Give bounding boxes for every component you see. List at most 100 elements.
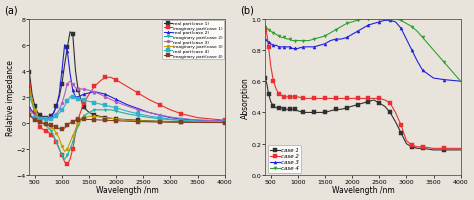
imaginary part(case 3) [70, 135, 76, 137]
imaginary part(case 1) [32, 112, 37, 114]
real part(case 2) [124, 104, 130, 106]
case 1 [409, 146, 415, 148]
imaginary part(case 2) [67, 148, 73, 150]
case 4 [317, 37, 322, 39]
real part(case 4) [54, 115, 59, 117]
imaginary part(case 2) [62, 158, 67, 161]
case 2 [382, 99, 388, 102]
real part(case 2) [46, 117, 51, 120]
case 1 [279, 107, 284, 109]
case 2 [290, 96, 295, 99]
Line: imaginary part(case 4): imaginary part(case 4) [28, 114, 226, 131]
real part(case 1) [46, 117, 51, 119]
imaginary part(case 4) [86, 119, 92, 121]
real part(case 2) [56, 94, 62, 96]
case 1 [311, 112, 317, 114]
case 2 [295, 96, 301, 99]
real part(case 2) [222, 120, 228, 122]
case 1 [420, 147, 426, 150]
imaginary part(case 1) [40, 128, 46, 131]
case 4 [398, 20, 404, 22]
real part(case 1) [97, 116, 103, 118]
real part(case 2) [97, 92, 103, 95]
case 4 [273, 34, 279, 36]
real part(case 1) [178, 121, 184, 123]
Line: case 1: case 1 [264, 77, 462, 152]
real part(case 1) [48, 116, 54, 118]
imaginary part(case 1) [37, 126, 43, 128]
Text: (a): (a) [4, 5, 18, 15]
real part(case 1) [81, 106, 86, 109]
case 2 [268, 65, 273, 67]
real part(case 2) [51, 112, 56, 114]
case 4 [387, 18, 393, 21]
real part(case 3) [157, 114, 163, 117]
imaginary part(case 3) [32, 109, 37, 111]
imaginary part(case 4) [73, 119, 78, 122]
imaginary part(case 4) [157, 121, 163, 124]
real part(case 3) [70, 83, 76, 86]
imaginary part(case 3) [124, 119, 130, 122]
imaginary part(case 4) [102, 119, 108, 122]
real part(case 4) [91, 102, 97, 104]
real part(case 3) [56, 109, 62, 111]
real part(case 3) [40, 117, 46, 120]
imaginary part(case 1) [56, 148, 62, 150]
case 2 [365, 98, 371, 100]
real part(case 1) [86, 112, 92, 114]
real part(case 4) [97, 103, 103, 106]
case 2 [317, 98, 322, 100]
real part(case 1) [222, 121, 228, 124]
case 4 [349, 22, 355, 24]
case 1 [431, 149, 437, 151]
case 3 [360, 28, 366, 30]
real part(case 2) [157, 114, 163, 117]
imaginary part(case 1) [146, 99, 152, 101]
imaginary part(case 3) [35, 116, 40, 118]
case 1 [338, 109, 344, 111]
imaginary part(case 4) [48, 125, 54, 127]
real part(case 2) [195, 119, 201, 122]
case 3 [301, 46, 306, 49]
imaginary part(case 3) [75, 122, 81, 124]
real part(case 2) [86, 92, 92, 95]
real part(case 2) [168, 117, 173, 119]
imaginary part(case 4) [40, 123, 46, 125]
case 3 [398, 28, 404, 30]
imaginary part(case 1) [27, 86, 32, 88]
case 2 [403, 140, 409, 142]
real part(case 4) [62, 105, 67, 108]
case 4 [344, 23, 349, 26]
imaginary part(case 2) [146, 117, 152, 119]
imaginary part(case 1) [178, 113, 184, 115]
imaginary part(case 3) [195, 122, 201, 124]
imaginary part(case 2) [157, 118, 163, 120]
imaginary part(case 2) [29, 103, 35, 105]
case 2 [263, 29, 268, 32]
real part(case 2) [146, 112, 152, 114]
case 1 [268, 101, 273, 103]
real part(case 1) [195, 121, 201, 124]
imaginary part(case 2) [51, 135, 56, 137]
case 4 [360, 18, 366, 21]
case 2 [338, 98, 344, 100]
imaginary part(case 2) [48, 130, 54, 132]
case 3 [371, 23, 377, 26]
case 4 [290, 40, 295, 43]
case 1 [392, 121, 398, 123]
imaginary part(case 2) [70, 141, 76, 144]
imaginary part(case 4) [56, 128, 62, 130]
imaginary part(case 4) [168, 121, 173, 124]
case 4 [403, 23, 409, 26]
case 2 [306, 98, 311, 100]
imaginary part(case 4) [67, 122, 73, 124]
imaginary part(case 1) [86, 94, 92, 96]
real part(case 4) [59, 109, 65, 111]
imaginary part(case 3) [59, 145, 65, 148]
real part(case 3) [29, 112, 35, 114]
imaginary part(case 2) [91, 109, 97, 111]
case 1 [263, 77, 268, 80]
case 4 [371, 18, 377, 21]
imaginary part(case 4) [59, 128, 65, 131]
case 4 [409, 26, 415, 29]
